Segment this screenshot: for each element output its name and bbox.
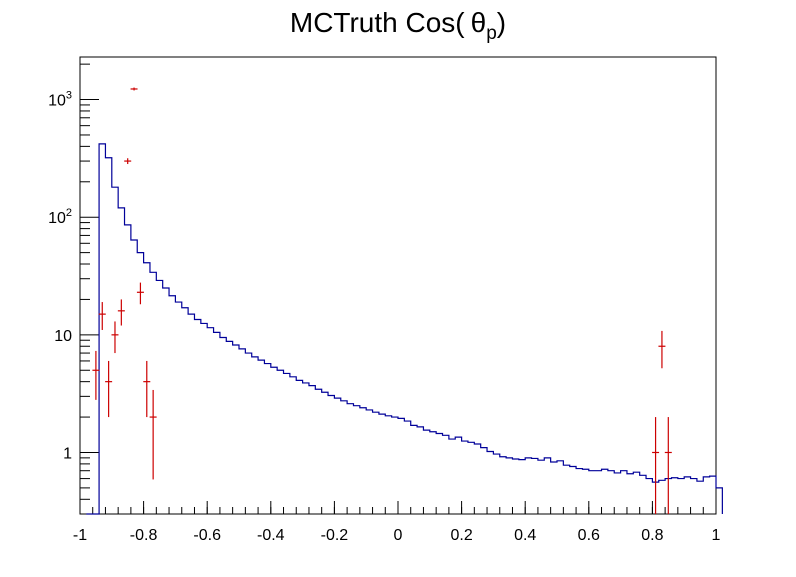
x-tick-label: 0.4 xyxy=(514,527,536,544)
x-tick-label: -0.4 xyxy=(257,527,285,544)
x-tick-label: 0 xyxy=(394,527,403,544)
chart-marks: -1 -0.8 -0.6 -0.4 -0.2 0 0.2 0.4 0.6 0.8 1 1 10 102 10… xyxy=(48,63,723,544)
x-tick-label: -0.8 xyxy=(130,527,158,544)
y-tick-label: 103 xyxy=(48,90,72,110)
x-tick-label: -0.6 xyxy=(193,527,221,544)
y-tick-label: 10 xyxy=(54,328,72,345)
plot-frame xyxy=(79,56,717,515)
x-tick-label: -1 xyxy=(73,527,87,544)
x-tick-label: -0.2 xyxy=(321,527,349,544)
x-tick-label: 0.8 xyxy=(641,527,663,544)
x-tick-label: 0.6 xyxy=(578,527,600,544)
histogram-step-line xyxy=(86,143,723,515)
x-tick-label: 0.2 xyxy=(450,527,472,544)
x-tick-label: 1 xyxy=(712,527,721,544)
y-tick-label: 102 xyxy=(48,207,72,227)
y-tick-label: 1 xyxy=(63,445,72,462)
chart-title: MCTruth Cos(θp) xyxy=(290,7,506,44)
